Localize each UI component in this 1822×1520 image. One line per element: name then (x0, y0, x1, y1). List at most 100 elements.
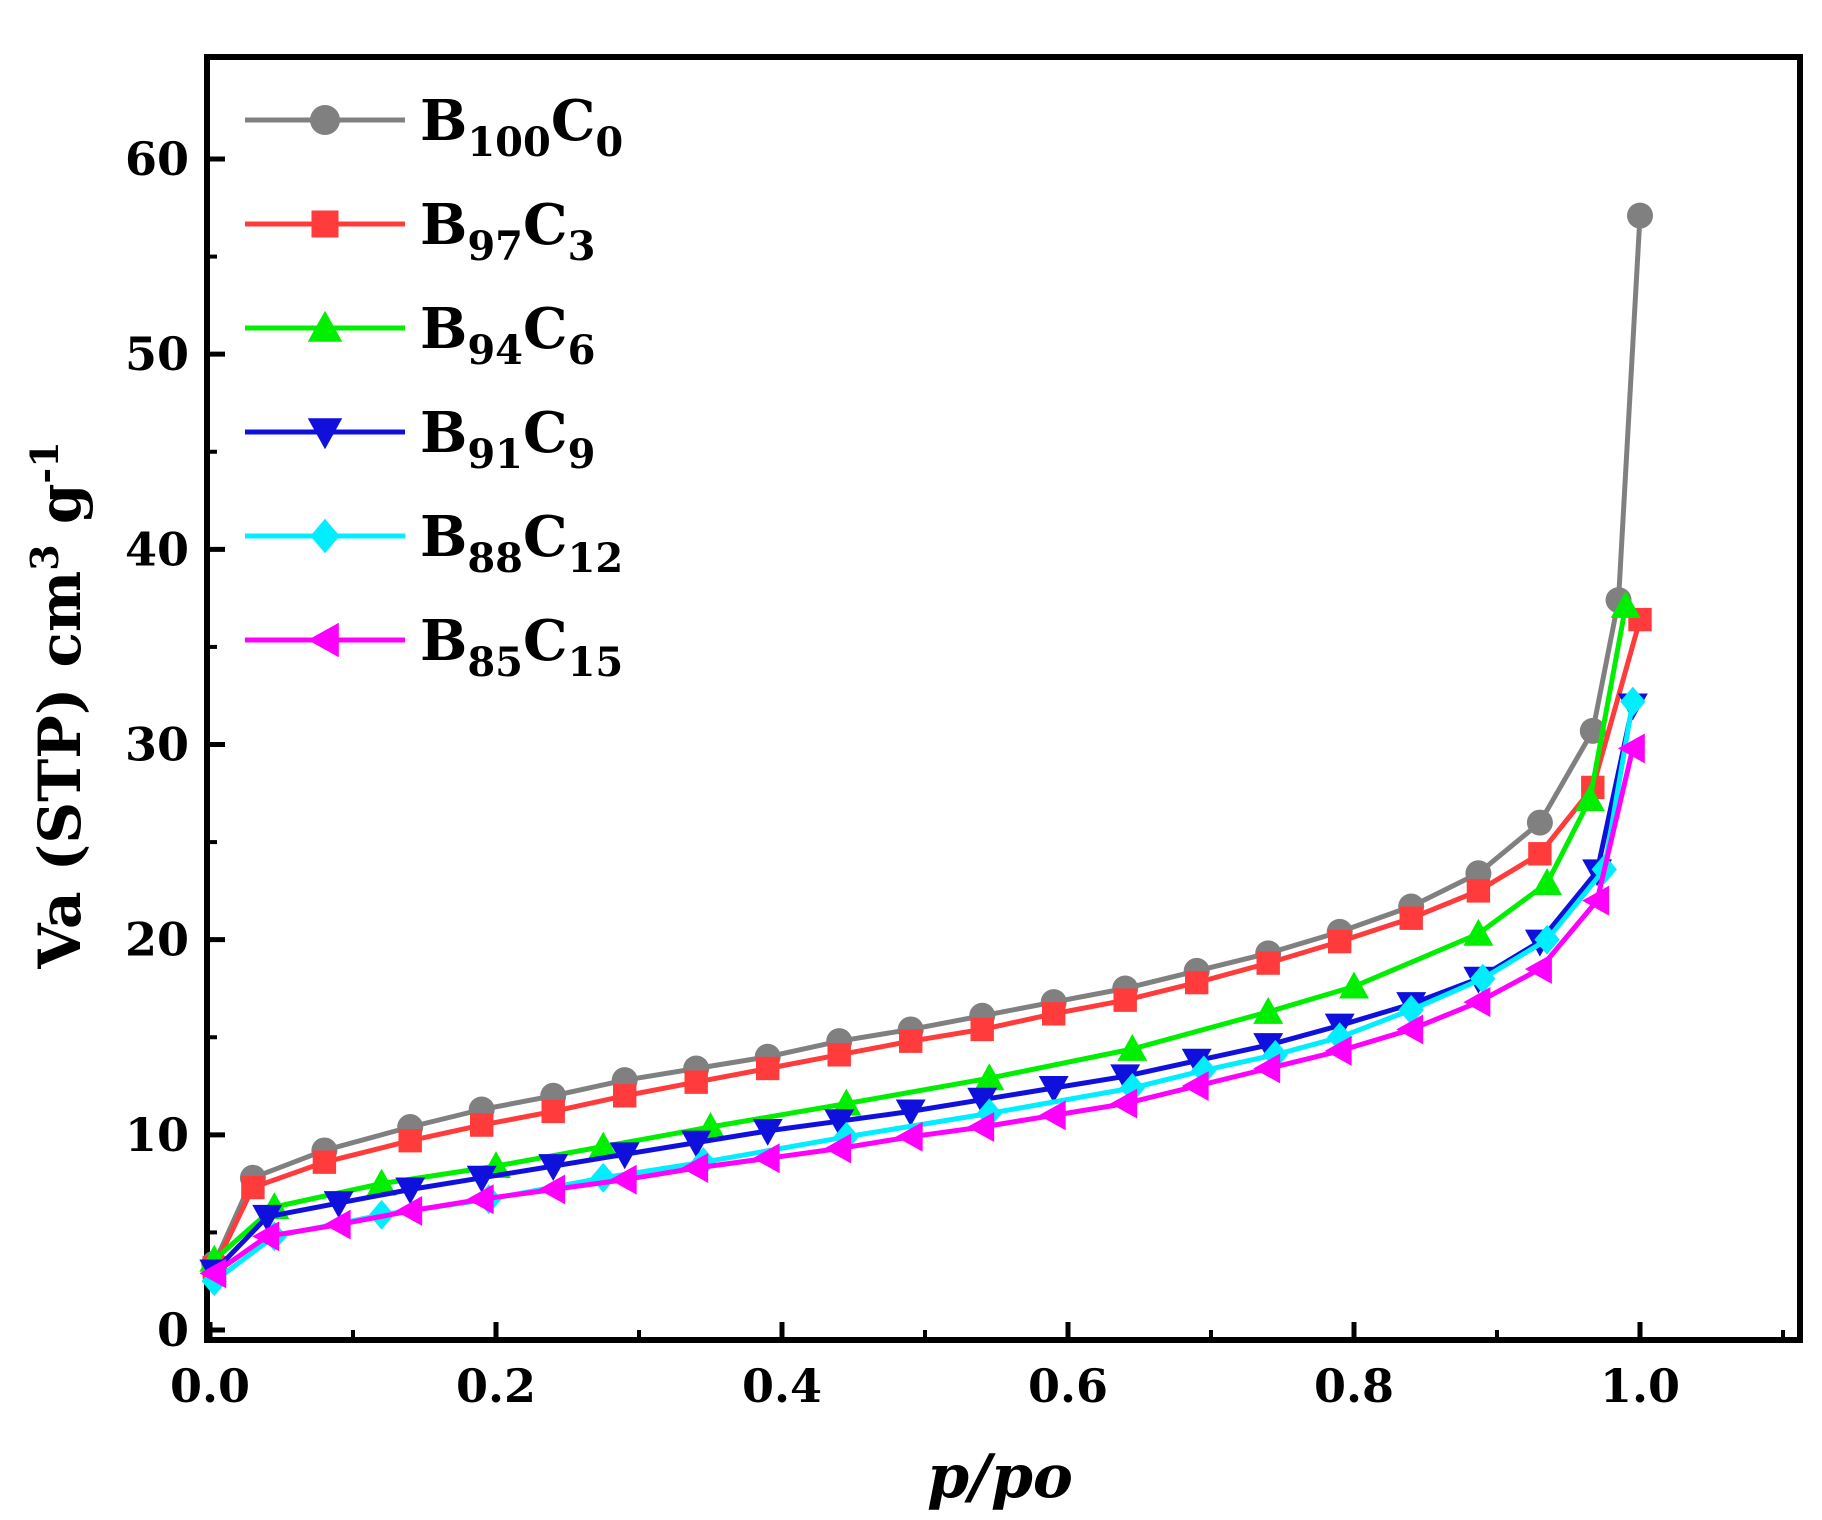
data-point-B88C12 (1534, 924, 1560, 955)
series-line-B91C9 (212, 704, 1636, 1274)
data-point-B91C9 (895, 1099, 926, 1127)
data-point-B94C6 (1117, 1034, 1148, 1061)
plot-frame (204, 54, 1803, 1343)
legend-label: B97C3 (420, 192, 595, 270)
data-point-B97C3 (1466, 879, 1491, 903)
data-point-B91C9 (466, 1165, 497, 1193)
data-point-B100C0 (1526, 809, 1553, 836)
data-point-B85C15 (609, 1164, 637, 1195)
legend-label-base: B (420, 608, 467, 674)
series-line-B94C6 (212, 605, 1629, 1262)
data-point-B97C3 (470, 1113, 494, 1137)
legend-label-subscript: 3 (568, 223, 596, 270)
legend-label-subscript: 100 (467, 119, 551, 166)
data-point-B97C3 (1256, 951, 1280, 975)
data-point-B85C15 (1463, 987, 1491, 1018)
data-point-B97C3 (684, 1070, 708, 1094)
legend-label-subscript: 9 (568, 431, 596, 478)
data-point-B91C9 (824, 1109, 855, 1137)
data-point-B97C3 (398, 1128, 422, 1153)
data-point-B97C3 (756, 1056, 780, 1081)
x-tick-label: 0.0 (170, 1359, 250, 1413)
data-point-B91C9 (609, 1142, 640, 1170)
series-B100C0 (201, 202, 1653, 1277)
data-point-B97C3 (899, 1029, 923, 1053)
series-line-B97C3 (212, 618, 1643, 1269)
data-point-B85C15 (1038, 1100, 1066, 1131)
data-point-B85C15 (538, 1174, 566, 1205)
y-tick-label: 10 (125, 1108, 189, 1162)
y-tick-label: 20 (125, 913, 189, 967)
x-tick-label: 0.4 (742, 1359, 822, 1413)
series-line-B88C12 (212, 701, 1636, 1284)
legend-item-B91C9: B91C9 (245, 400, 595, 478)
legend-item-B94C6: B94C6 (245, 296, 595, 374)
data-point-B94C6 (974, 1063, 1005, 1091)
data-point-B88C12 (1262, 1039, 1289, 1070)
legend-label-base: B (420, 296, 467, 362)
y-tick-label: 30 (125, 718, 189, 772)
data-point-B88C12 (590, 1162, 616, 1193)
data-point-B94C6 (366, 1168, 397, 1196)
y-axis-title-sup-1: 3 (22, 544, 67, 570)
legend-label-base: C (523, 400, 568, 466)
legend-label-subscript: 85 (467, 639, 523, 686)
data-point-B91C9 (681, 1130, 712, 1158)
data-point-B91C9 (1253, 1033, 1284, 1061)
data-point-B91C9 (252, 1204, 283, 1232)
data-point-B91C9 (323, 1191, 354, 1219)
legend-label-subscript: 94 (467, 327, 523, 374)
data-point-B85C15 (1524, 953, 1552, 984)
data-point-B94C6 (831, 1088, 862, 1116)
data-point-B85C15 (395, 1195, 423, 1226)
data-point-B97C3 (1113, 988, 1137, 1012)
legend-label: B88C12 (420, 504, 623, 582)
legend-label: B94C6 (420, 296, 595, 374)
x-tick-label: 0.2 (456, 1359, 536, 1413)
data-point-B85C15 (252, 1221, 280, 1252)
legend-label-base: B (420, 400, 467, 466)
y-axis-title: Va (STP) cm3 g-1 (22, 441, 94, 969)
data-point-B97C3 (241, 1175, 265, 1200)
legend-label-base: B (420, 88, 467, 154)
x-axis-title: p/po (927, 1442, 1073, 1512)
data-point-B85C15 (967, 1112, 995, 1142)
data-point-B85C15 (1396, 1014, 1424, 1045)
data-point-B91C9 (967, 1087, 998, 1115)
data-point-B97C3 (970, 1017, 994, 1042)
legend-label-base: C (551, 88, 596, 154)
data-point-B97C3 (1528, 842, 1552, 866)
data-point-B97C3 (1399, 906, 1423, 930)
series-B85C15 (199, 733, 1645, 1289)
legend-item-B88C12: B88C12 (245, 504, 623, 582)
x-tick-label: 0.6 (1028, 1359, 1108, 1413)
legend-label-subscript: 6 (568, 327, 596, 374)
series-line-B85C15 (212, 747, 1636, 1276)
legend-label-subscript: 88 (467, 535, 523, 582)
y-tick-label: 60 (125, 132, 189, 186)
x-tick-label: 1.0 (1600, 1359, 1680, 1413)
data-point-B85C15 (1181, 1071, 1209, 1101)
legend-label-base: C (523, 192, 568, 258)
data-point-B97C3 (1042, 1002, 1066, 1026)
series-layer (199, 202, 1653, 1297)
data-point-B94C6 (1532, 868, 1562, 896)
data-point-B94C6 (588, 1131, 619, 1159)
legend-item-B100C0: B100C0 (245, 88, 623, 166)
data-point-B88C12 (1398, 994, 1424, 1025)
data-point-B85C15 (824, 1133, 852, 1164)
legend-label-base: C (523, 296, 568, 362)
data-point-B91C9 (752, 1118, 783, 1146)
data-point-B91C9 (395, 1177, 426, 1205)
legend-label: B91C9 (420, 400, 595, 478)
legend-label-base: C (523, 504, 568, 570)
data-point-B85C15 (323, 1209, 351, 1240)
data-point-B97C3 (1185, 970, 1209, 995)
data-point-B97C3 (1328, 929, 1352, 954)
data-point-B88C12 (1119, 1073, 1146, 1103)
data-point-B85C15 (752, 1143, 780, 1174)
data-point-B94C6 (1339, 971, 1369, 999)
y-tick-label: 0 (157, 1303, 189, 1357)
